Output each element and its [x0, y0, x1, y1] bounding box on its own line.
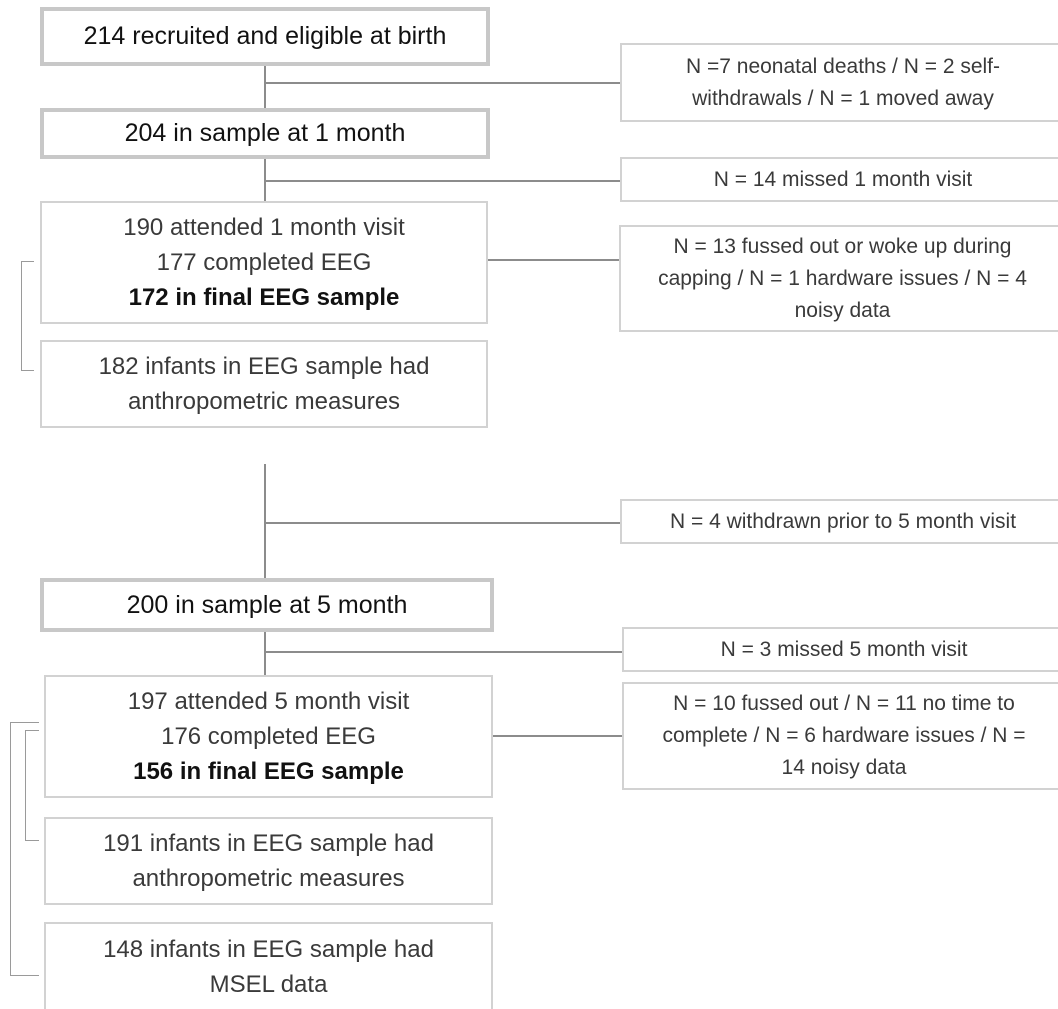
final-eeg-5m-line: 156 in final EEG sample — [133, 758, 404, 785]
attended-5m-line: 197 attended 5 month visit — [127, 688, 410, 715]
sample-5m-text: 200 in sample at 5 month — [126, 590, 408, 619]
eeg-exclusion-5m-line1: N = 10 fussed out / N = 11 no time to — [673, 692, 1015, 715]
completed-eeg-5m-line: 176 completed EEG — [161, 723, 376, 750]
branch-birth-exclusion — [265, 82, 621, 84]
box-eeg-exclusion-5-month: N = 10 fussed out / N = 11 no time to co… — [622, 682, 1058, 790]
missed-5m-text: N = 3 missed 5 month visit — [720, 637, 968, 661]
recruited-text: 214 recruited and eligible at birth — [83, 22, 447, 50]
connector-to-5m — [264, 464, 266, 578]
branch-eeg-exclusion-1m — [488, 259, 620, 261]
bracket-1m-eeg-anthro — [21, 261, 34, 371]
withdrawn-5m-text: N = 4 withdrawn prior to 5 month visit — [669, 509, 1017, 533]
msel-5m-line2: MSEL data — [209, 970, 328, 998]
exclusion-birth-line1: N =7 neonatal deaths / N = 2 self- — [685, 54, 1001, 78]
box-eeg-exclusion-1-month: N = 13 fussed out or woke up during capp… — [619, 225, 1058, 332]
connector-birth-to-1m — [264, 66, 266, 112]
missed-1m-text: N = 14 missed 1 month visit — [713, 167, 973, 191]
eeg-exclusion-1m-line1: N = 13 fussed out or woke up during — [673, 234, 1012, 258]
eeg-exclusion-5m-line2: complete / N = 6 hardware issues / N = — [662, 724, 1026, 747]
exclusion-birth-line2: withdrawals / N = 1 moved away — [692, 86, 994, 110]
eeg-exclusion-5m-line3: 14 noisy data — [781, 756, 907, 779]
connector-5m-to-attended — [264, 632, 266, 676]
box-msel-5-month: 148 infants in EEG sample had MSEL data — [44, 922, 493, 1009]
bracket-5m-eeg-anthro — [25, 730, 39, 841]
branch-missed-1m — [265, 180, 621, 182]
box-exclusion-birth: N =7 neonatal deaths / N = 2 self- withd… — [620, 43, 1058, 122]
branch-withdrawn-5m — [265, 522, 621, 524]
box-sample-5-month: 200 in sample at 5 month — [40, 578, 494, 632]
msel-5m-line1: 148 infants in EEG sample had — [103, 935, 434, 963]
sample-1m-text: 204 in sample at 1 month — [124, 119, 406, 147]
anthro-5m-line1: 191 infants in EEG sample had — [103, 830, 434, 857]
eeg-exclusion-1m-line2: capping / N = 1 hardware issues / N = 4 — [658, 266, 1027, 290]
box-attended-1-month: 190 attended 1 month visit 177 completed… — [40, 201, 488, 324]
box-missed-5-month: N = 3 missed 5 month visit — [622, 627, 1058, 672]
branch-eeg-exclusion-5m — [493, 735, 623, 737]
anthro-1m-line2: anthropometric measures — [127, 388, 401, 415]
box-attended-5-month: 197 attended 5 month visit 176 completed… — [44, 675, 493, 798]
box-recruited-at-birth: 214 recruited and eligible at birth — [40, 7, 490, 66]
box-withdrawn-5-month: N = 4 withdrawn prior to 5 month visit — [620, 499, 1058, 544]
branch-missed-5m — [265, 651, 623, 653]
box-sample-1-month: 204 in sample at 1 month — [40, 108, 490, 159]
bracket-5m-eeg-msel — [10, 722, 39, 976]
attended-1m-line: 190 attended 1 month visit — [123, 214, 405, 241]
completed-eeg-1m-line: 177 completed EEG — [156, 249, 372, 276]
box-missed-1-month: N = 14 missed 1 month visit — [620, 157, 1058, 202]
anthro-1m-line1: 182 infants in EEG sample had — [98, 353, 430, 380]
eeg-exclusion-1m-line3: noisy data — [794, 298, 891, 322]
final-eeg-1m-line: 172 in final EEG sample — [128, 284, 400, 311]
box-anthro-5-month: 191 infants in EEG sample had anthropome… — [44, 817, 493, 905]
box-anthro-1-month: 182 infants in EEG sample had anthropome… — [40, 340, 488, 428]
anthro-5m-line2: anthropometric measures — [132, 865, 405, 892]
